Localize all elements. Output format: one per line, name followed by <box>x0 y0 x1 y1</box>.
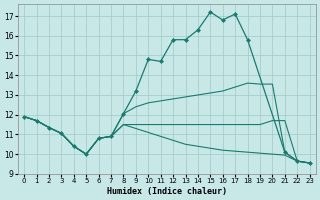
X-axis label: Humidex (Indice chaleur): Humidex (Indice chaleur) <box>107 187 227 196</box>
